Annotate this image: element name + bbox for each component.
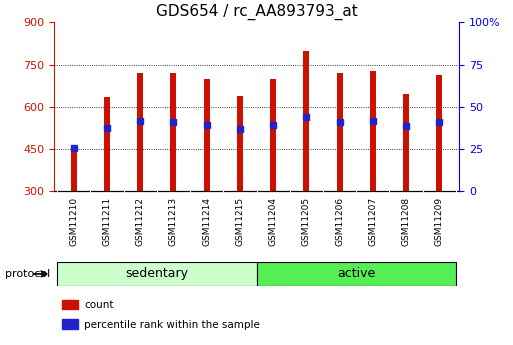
Bar [436,75,442,191]
Bar [370,71,376,191]
Bar [137,73,143,191]
Text: GSM11214: GSM11214 [202,197,211,246]
Text: GSM11211: GSM11211 [103,197,111,246]
Bar [303,51,309,191]
Text: sedentary: sedentary [125,267,188,280]
Bar [270,79,276,191]
Text: GSM11204: GSM11204 [269,197,278,246]
Text: GSM11210: GSM11210 [69,197,78,246]
Title: GDS654 / rc_AA893793_at: GDS654 / rc_AA893793_at [155,3,358,20]
Text: GSM11208: GSM11208 [402,197,410,246]
Text: GSM11205: GSM11205 [302,197,311,246]
Text: GSM11206: GSM11206 [335,197,344,246]
Text: active: active [337,267,376,280]
Bar [62,319,78,329]
Text: GSM11207: GSM11207 [368,197,377,246]
Bar [237,96,243,191]
Bar [62,299,78,309]
Bar [170,72,176,191]
Text: GSM11213: GSM11213 [169,197,178,246]
Bar [57,262,256,286]
Text: protocol: protocol [5,269,50,279]
Bar [204,79,210,191]
Text: percentile rank within the sample: percentile rank within the sample [84,319,260,329]
Bar [256,262,456,286]
Text: GSM11215: GSM11215 [235,197,244,246]
Bar [403,94,409,191]
Bar [337,73,343,191]
Text: count: count [84,300,114,310]
Text: GSM11212: GSM11212 [136,197,145,246]
Bar [104,97,110,191]
Text: GSM11209: GSM11209 [435,197,444,246]
Bar [71,146,77,191]
